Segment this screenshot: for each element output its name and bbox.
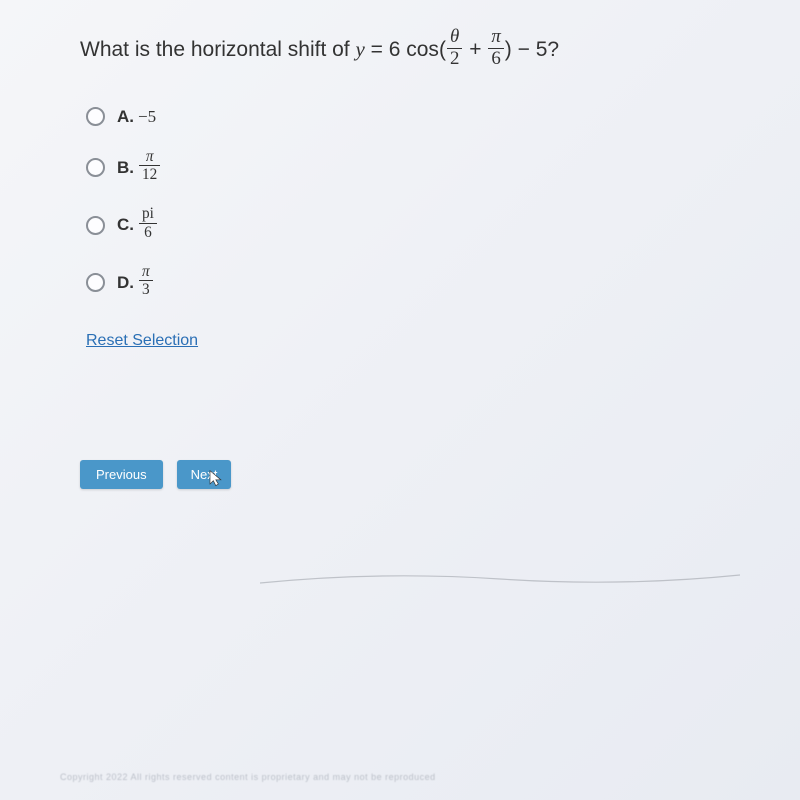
footer-copyright: Copyright 2022 All rights reserved conte…: [60, 772, 780, 782]
radio-d[interactable]: [86, 273, 105, 292]
option-a[interactable]: A. −5: [86, 107, 740, 127]
options-list: A. −5 B. π12 C. pi6 D. π3: [86, 107, 740, 300]
option-value: pi6: [138, 208, 158, 242]
option-c[interactable]: C. pi6: [86, 208, 740, 242]
radio-a[interactable]: [86, 107, 105, 126]
fraction-pi-over-6: π6: [488, 28, 503, 69]
next-button[interactable]: Next: [177, 460, 232, 489]
var-y: y: [355, 37, 364, 61]
radio-b[interactable]: [86, 158, 105, 177]
option-value: −5: [138, 107, 156, 127]
option-key: A.: [117, 107, 134, 127]
option-key: B.: [117, 158, 134, 178]
reset-selection-link[interactable]: Reset Selection: [86, 332, 198, 350]
option-value: π12: [138, 151, 161, 185]
option-b[interactable]: B. π12: [86, 151, 740, 185]
option-value: π3: [138, 266, 154, 300]
option-d[interactable]: D. π3: [86, 266, 740, 300]
question-text: What is the horizontal shift of y = 6 co…: [80, 30, 740, 71]
radio-c[interactable]: [86, 216, 105, 235]
fraction-theta-over-2: θ2: [447, 28, 462, 69]
option-key: D.: [117, 273, 134, 293]
nav-buttons: Previous Next: [80, 460, 740, 489]
option-key: C.: [117, 215, 134, 235]
decorative-smudge: [260, 565, 740, 595]
previous-button[interactable]: Previous: [80, 460, 163, 489]
